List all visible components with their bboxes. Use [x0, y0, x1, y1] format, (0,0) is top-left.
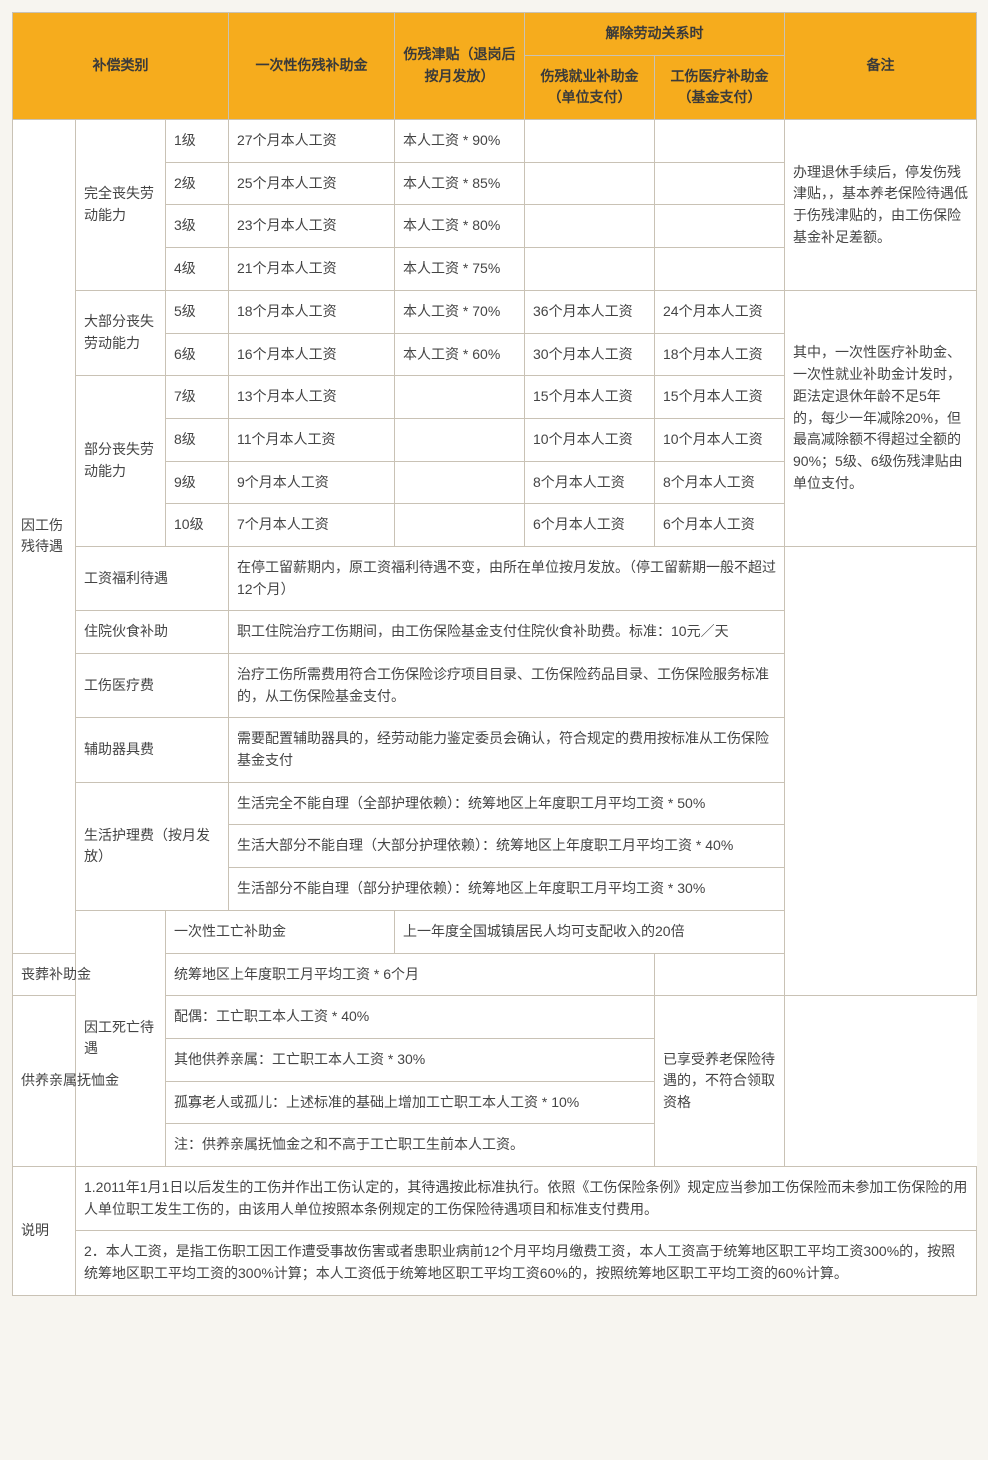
g2g3-remark: 其中，一次性医疗补助金、一次性就业补助金计发时，距法定退休年龄不足5年的，每少一…: [785, 290, 977, 546]
row-wage: 工资福利待遇 在停工留薪期内，原工资福利待遇不变，由所在单位按月发放。（停工留薪…: [13, 546, 977, 610]
sec1-label: 因工伤残待遇: [13, 120, 76, 953]
wage-text: 在停工留薪期内，原工资福利待遇不变，由所在单位按月发放。（停工留薪期一般不超过1…: [229, 546, 785, 610]
dep-remark: 已享受养老保险待遇的，不符合领取资格: [655, 996, 785, 1167]
header-row-1: 补偿类别 一次性伤残补助金 伤残津贴（退岗后按月发放） 解除劳动关系时 备注: [13, 13, 977, 56]
hdr-term-emp: 伤残就业补助金（单位支付）: [525, 55, 655, 119]
hdr-allowance: 伤残津贴（退岗后按月发放）: [395, 13, 525, 120]
row-note1: 说明 1.2011年1月1日以后发生的工伤并作出工伤认定的，其待遇按此标准执行。…: [13, 1166, 977, 1230]
row-note2: 2．本人工资，是指工伤职工因工作遭受事故伤害或者患职业病前12个月平均月缴费工资…: [13, 1231, 977, 1295]
hdr-termination: 解除劳动关系时: [525, 13, 785, 56]
row-lv5: 大部分丧失劳动能力 5级 18个月本人工资 本人工资 * 70% 36个月本人工…: [13, 290, 977, 333]
g1-label: 完全丧失劳动能力: [76, 120, 166, 291]
cell-lump: 27个月本人工资: [229, 120, 395, 163]
hdr-lumpsum: 一次性伤残补助金: [229, 13, 395, 120]
cell-lv: 1级: [166, 120, 229, 163]
g3-label: 部分丧失劳动能力: [76, 376, 166, 547]
cell-med: [655, 120, 785, 163]
row-lv1: 因工伤残待遇 完全丧失劳动能力 1级 27个月本人工资 本人工资 * 90% 办…: [13, 120, 977, 163]
notes-label: 说明: [13, 1166, 76, 1295]
g1-remark: 办理退休手续后，停发伤残津贴，，基本养老保险待遇低于伤残津贴的，由工伤保险基金补…: [785, 120, 977, 291]
cell-allow: 本人工资 * 90%: [395, 120, 525, 163]
row-dep1: 供养亲属抚恤金 配偶：工亡职工本人工资 * 40% 已享受养老保险待遇的，不符合…: [13, 996, 977, 1039]
hdr-category: 补偿类别: [13, 13, 229, 120]
compensation-table: 补偿类别 一次性伤残补助金 伤残津贴（退岗后按月发放） 解除劳动关系时 备注 伤…: [12, 12, 977, 1296]
hdr-remark: 备注: [785, 13, 977, 120]
row-death-once: 因工死亡待遇 一次性工亡补助金 上一年度全国城镇居民人均可支配收入的20倍: [13, 910, 977, 953]
wage-label: 工资福利待遇: [76, 546, 229, 610]
g2-label: 大部分丧失劳动能力: [76, 290, 166, 375]
cell-emp: [525, 120, 655, 163]
hdr-term-med: 工伤医疗补助金（基金支付）: [655, 55, 785, 119]
